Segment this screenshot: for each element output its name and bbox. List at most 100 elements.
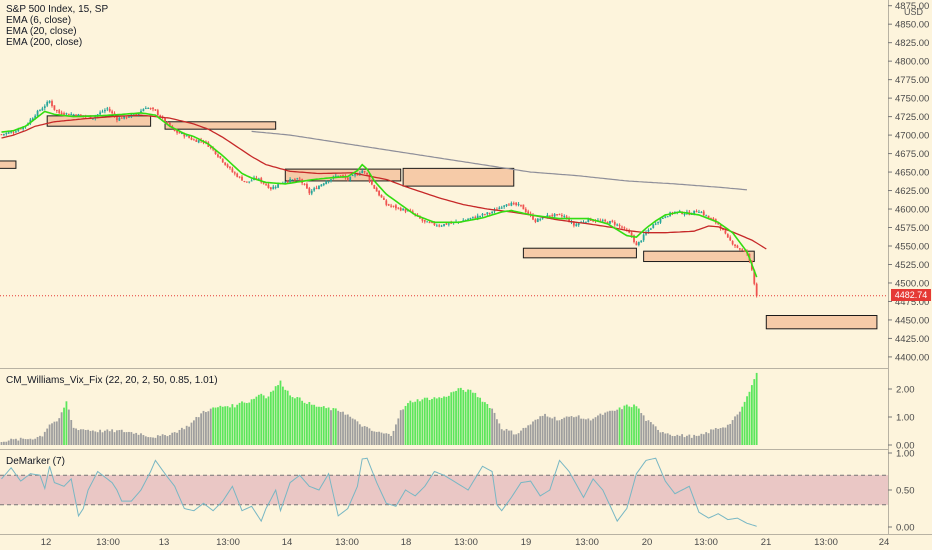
candle [498, 207, 501, 210]
vix-fix-pane[interactable] [0, 372, 758, 445]
vix-bar [551, 418, 554, 445]
candle [642, 234, 645, 241]
vix-bar [190, 422, 193, 445]
vix-bar [19, 437, 22, 445]
vix-bar [77, 430, 80, 445]
vix-bar [289, 395, 291, 445]
vix-bar [152, 437, 154, 445]
vix-bar [207, 411, 210, 445]
candle [731, 241, 734, 245]
symbol-title[interactable]: S&P 500 Index, 15, SP [6, 4, 109, 15]
vix-bar [390, 435, 393, 445]
vix-bar [717, 428, 720, 445]
candle [65, 113, 68, 115]
candle [60, 112, 63, 115]
candle [536, 218, 539, 222]
candle [67, 113, 70, 115]
vix-bar [753, 379, 756, 445]
ema6-legend[interactable]: EMA (6, close) [6, 15, 72, 26]
vix-bar [79, 429, 82, 445]
vix-bar [553, 416, 556, 445]
candle [399, 207, 402, 211]
zone-rectangle [643, 250, 755, 263]
vix-bar [125, 432, 128, 445]
vix-bar [382, 433, 385, 445]
candle [330, 179, 332, 182]
vix-bar [0, 442, 3, 445]
vix-legend-title: CM_Williams_Vix_Fix (22, 20, 2, 50, 0.85… [6, 375, 218, 386]
candle [601, 220, 604, 222]
candle [553, 214, 556, 217]
candle [77, 114, 80, 117]
ema200-legend[interactable]: EMA (200, close) [6, 37, 83, 48]
vix-bar [58, 418, 61, 445]
vix-bar [738, 411, 741, 445]
vix-bar [575, 416, 578, 445]
vix-bar [633, 404, 635, 445]
time-tick-label: 13:00 [96, 537, 120, 548]
vix-bar [616, 409, 619, 445]
ema20-legend[interactable]: EMA (20, close) [6, 26, 77, 37]
candle [267, 184, 270, 189]
candle [108, 108, 111, 112]
candle [289, 179, 291, 183]
candle [380, 194, 383, 198]
vix-bar [257, 394, 260, 445]
vix-bar [613, 410, 616, 445]
vix-legend[interactable]: CM_Williams_Vix_Fix (22, 20, 2, 50, 0.85… [6, 375, 218, 386]
candle [534, 219, 537, 222]
vix-bar [397, 418, 400, 445]
vix-bar [91, 430, 94, 445]
candle [277, 184, 279, 188]
candle [306, 184, 308, 189]
vix-bar [310, 404, 313, 445]
vix-bar [625, 404, 628, 445]
candle [63, 113, 65, 115]
price-tick-label: 4675.00 [895, 149, 929, 160]
vix-bar [159, 435, 162, 445]
time-tick-label: 13:00 [454, 537, 478, 548]
candle [325, 181, 328, 185]
demarker-legend[interactable]: DeMarker (7) [6, 456, 65, 467]
price-tick-label: 4500.00 [895, 278, 929, 289]
demarker-pane[interactable] [0, 457, 888, 527]
candle [209, 147, 212, 149]
price-pane[interactable] [0, 99, 888, 330]
vix-bar [156, 435, 159, 445]
time-tick-label: 24 [879, 537, 890, 548]
candle [729, 237, 732, 241]
vix-bar [34, 438, 37, 445]
vix-bar [330, 410, 332, 445]
candle [402, 208, 405, 211]
candle [443, 224, 445, 227]
vix-bar [205, 412, 207, 445]
price-tick-label: 4850.00 [895, 20, 929, 31]
vix-bar [486, 404, 489, 445]
candle [370, 180, 373, 185]
vix-bar [269, 391, 272, 445]
candle [390, 205, 393, 207]
vix-bar [298, 397, 301, 445]
price-axis[interactable]: 4875.00 4850.00 4825.00 4800.00 4775.00 4750.… [888, 1, 929, 534]
candle [118, 117, 121, 121]
candle [284, 181, 287, 184]
vix-bar [597, 415, 599, 445]
vix-bar [301, 400, 304, 445]
time-tick-label: 13:00 [335, 537, 359, 548]
main-legend: S&P 500 Index, 15, SP EMA (6, close) EMA… [6, 4, 108, 48]
vix-bar [65, 401, 68, 445]
vix-bar [532, 421, 534, 445]
candle [743, 250, 746, 252]
candle [104, 109, 106, 112]
vix-bar [467, 389, 469, 445]
vix-bar [428, 399, 431, 445]
candle [262, 182, 265, 184]
candle [337, 175, 340, 177]
vix-bar [476, 397, 479, 445]
vix-bar [539, 416, 542, 445]
candle [183, 133, 186, 137]
vix-bar [315, 406, 318, 445]
vix-bar [238, 402, 241, 445]
time-axis[interactable]: 12 13:00 13 13:00 14 13:00 18 13:00 19 13:00 20 13:… [41, 537, 890, 548]
